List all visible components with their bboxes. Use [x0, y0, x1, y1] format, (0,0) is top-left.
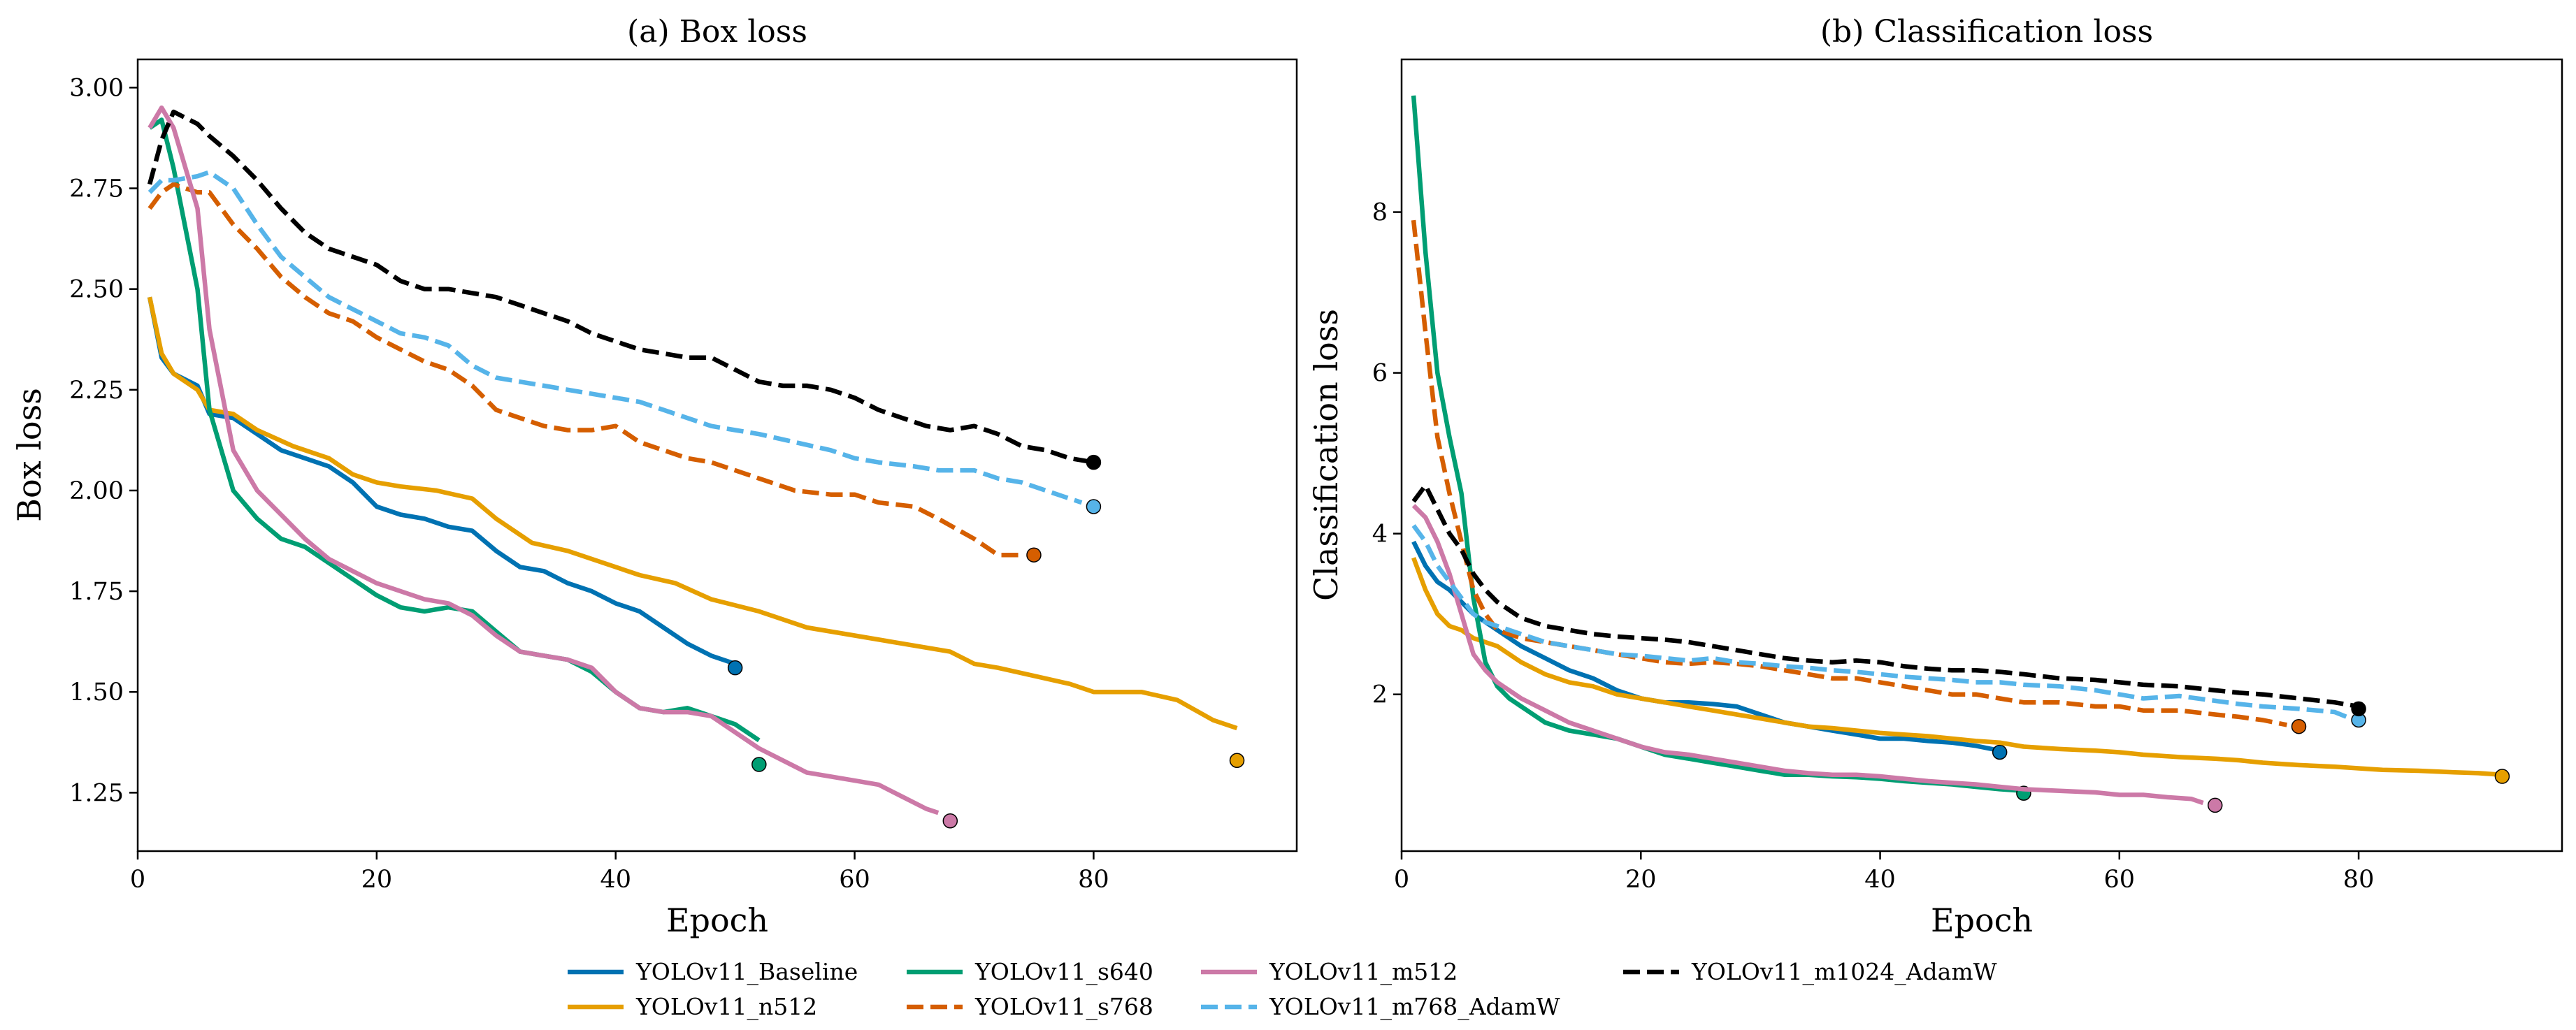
classification-loss-y-tick-label: 4 — [1372, 521, 1388, 549]
box-loss-y-axis-label: Box loss — [10, 388, 48, 522]
classification-loss-x-tick-label: 40 — [1864, 866, 1896, 894]
classification-loss-plot-area — [1411, 95, 2510, 813]
legend-label-yolov11-baseline: YOLOv11_Baseline — [635, 958, 858, 986]
legend-label-yolov11-m1024-adamw: YOLOv11_m1024_AdamW — [1691, 958, 1997, 986]
classification-loss-series-yolov11-m512 — [1411, 504, 2204, 806]
classification-loss-series-yolov11-n512 — [1411, 557, 2503, 777]
box-loss-series-yolov11-baseline — [147, 296, 736, 666]
classification-loss-series-yolov11-m1024-adamw — [1411, 483, 2359, 709]
box-loss-y-tick-label: 2.50 — [69, 276, 124, 304]
legend-label-yolov11-s768: YOLOv11_s768 — [974, 993, 1153, 1021]
box-loss-series-yolov11-s768 — [147, 182, 1022, 558]
box-loss-x-ticks: 0 20 40 60 80 — [130, 851, 1109, 894]
classification-loss-x-tick-label: 0 — [1394, 866, 1409, 894]
box-loss-x-tick-label: 20 — [361, 866, 393, 894]
box-loss-y-tick-label: 3.00 — [69, 74, 124, 102]
classification-loss-final-point-yolov11-n512 — [2494, 769, 2510, 784]
classification-loss-y-ticks: 2 4 6 8 — [1372, 199, 1402, 709]
box-loss-final-point-yolov11-m512 — [942, 813, 958, 829]
box-loss-panel: (a) Box loss 0 20 40 60 80 1.25 1.50 1.75 2.00 2… — [10, 14, 1298, 939]
legend-label-yolov11-n512: YOLOv11_n512 — [635, 993, 817, 1021]
classification-loss-y-tick-label: 6 — [1372, 360, 1388, 388]
classification-loss-series-yolov11-s768 — [1411, 219, 2288, 727]
box-loss-final-point-yolov11-baseline — [727, 660, 743, 676]
legend: YOLOv11_Baseline YOLOv11_n512 YOLOv11_s640… — [568, 958, 1997, 1021]
classification-loss-axes-frame — [1400, 58, 2563, 853]
box-loss-final-point-yolov11-m768-adamw — [1086, 499, 1102, 514]
box-loss-y-tick-label: 1.75 — [69, 578, 124, 606]
classification-loss-y-tick-label: 2 — [1372, 681, 1388, 709]
legend-label-yolov11-m768-adamw: YOLOv11_m768_AdamW — [1269, 993, 1560, 1021]
classification-loss-final-point-yolov11-s768 — [2291, 718, 2307, 734]
classification-loss-y-axis-label: Classification loss — [1307, 309, 1345, 601]
classification-loss-final-point-yolov11-baseline — [1992, 744, 2008, 760]
box-loss-y-ticks: 1.25 1.50 1.75 2.00 2.25 2.50 2.75 3.00 — [69, 74, 138, 807]
legend-label-yolov11-s640: YOLOv11_s640 — [974, 958, 1153, 986]
box-loss-plot-area — [147, 105, 1245, 829]
classification-loss-x-ticks: 0 20 40 60 80 — [1394, 851, 2374, 894]
classification-loss-title: (b) Classification loss — [1820, 14, 2153, 50]
box-loss-y-tick-label: 2.75 — [69, 175, 124, 203]
classification-loss-series-yolov11-s640 — [1411, 95, 2024, 793]
box-loss-y-tick-label: 1.25 — [69, 779, 124, 807]
classification-loss-x-tick-label: 60 — [2104, 866, 2136, 894]
box-loss-final-point-yolov11-s768 — [1026, 547, 1042, 563]
box-loss-series-yolov11-m1024-adamw — [147, 109, 1094, 465]
box-loss-final-point-yolov11-s640 — [751, 757, 767, 772]
box-loss-series-yolov11-n512 — [147, 296, 1238, 731]
classification-loss-x-tick-label: 80 — [2343, 866, 2375, 894]
classification-loss-final-point-yolov11-m1024-adamw — [2351, 701, 2366, 717]
box-loss-x-tick-label: 0 — [130, 866, 145, 894]
box-loss-series-yolov11-m512 — [147, 105, 940, 815]
classification-loss-x-axis-label: Epoch — [1931, 901, 2033, 939]
box-loss-series-yolov11-s640 — [148, 117, 761, 743]
classification-loss-panel: (b) Classification loss 0 20 40 60 80 2 4 6 8 E… — [1307, 14, 2563, 939]
box-loss-y-tick-label: 1.50 — [69, 679, 124, 706]
legend-label-yolov11-m512: YOLOv11_m512 — [1269, 958, 1458, 986]
box-loss-final-point-yolov11-m1024-adamw — [1086, 454, 1102, 470]
classification-loss-x-tick-label: 20 — [1625, 866, 1657, 894]
box-loss-x-tick-label: 40 — [600, 866, 631, 894]
box-loss-final-point-yolov11-n512 — [1229, 753, 1245, 769]
box-loss-x-axis-label: Epoch — [666, 901, 768, 939]
box-loss-y-tick-label: 2.00 — [69, 477, 124, 505]
box-loss-series-yolov11-m768-adamw — [147, 170, 1083, 505]
box-loss-title: (a) Box loss — [627, 14, 807, 50]
box-loss-x-tick-label: 80 — [1078, 866, 1109, 894]
classification-loss-series-yolov11-m768-adamw — [1411, 524, 2348, 719]
box-loss-axes-frame — [136, 58, 1298, 853]
classification-loss-final-point-yolov11-m512 — [2207, 797, 2223, 813]
classification-loss-y-tick-label: 8 — [1372, 199, 1388, 227]
box-loss-y-tick-label: 2.25 — [69, 377, 124, 405]
box-loss-x-tick-label: 60 — [839, 866, 870, 894]
classification-loss-series-yolov11-baseline — [1411, 540, 2001, 753]
